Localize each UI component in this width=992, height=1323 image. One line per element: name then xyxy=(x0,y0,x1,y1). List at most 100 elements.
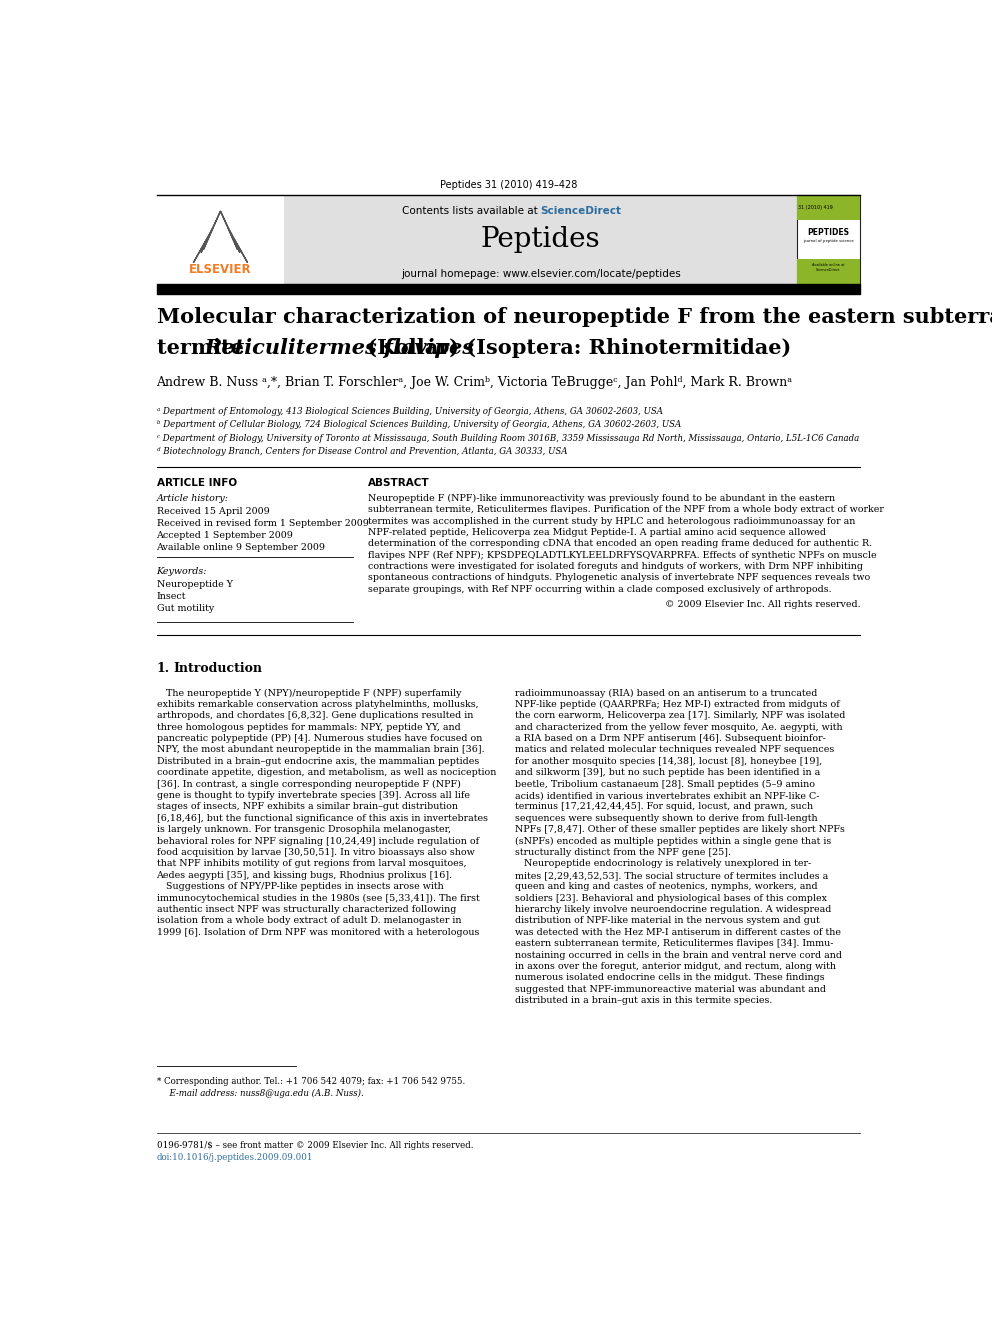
Text: contractions were investigated for isolated foreguts and hindguts of workers, wi: contractions were investigated for isola… xyxy=(368,562,863,572)
Text: and silkworm [39], but no such peptide has been identified in a: and silkworm [39], but no such peptide h… xyxy=(515,769,819,778)
Text: is largely unknown. For transgenic Drosophila melanogaster,: is largely unknown. For transgenic Droso… xyxy=(157,826,450,835)
Text: termite: termite xyxy=(157,339,251,359)
Text: Received 15 April 2009: Received 15 April 2009 xyxy=(157,507,269,516)
Text: separate groupings, with Ref NPF occurring within a clade composed exclusively o: separate groupings, with Ref NPF occurri… xyxy=(368,585,831,594)
Text: doi:10.1016/j.peptides.2009.09.001: doi:10.1016/j.peptides.2009.09.001 xyxy=(157,1152,313,1162)
Text: termites was accomplished in the current study by HPLC and heterologous radioimm: termites was accomplished in the current… xyxy=(368,516,855,525)
Text: Accepted 1 September 2009: Accepted 1 September 2009 xyxy=(157,531,294,540)
Text: Aedes aegypti [35], and kissing bugs, Rhodnius prolixus [16].: Aedes aegypti [35], and kissing bugs, Rh… xyxy=(157,871,452,880)
Bar xyxy=(285,194,797,283)
Text: soldiers [23]. Behavioral and physiological bases of this complex: soldiers [23]. Behavioral and physiologi… xyxy=(515,893,826,902)
Text: Received in revised form 1 September 2009: Received in revised form 1 September 200… xyxy=(157,519,368,528)
Text: Available online 9 September 2009: Available online 9 September 2009 xyxy=(157,542,325,552)
Text: NPY, the most abundant neuropeptide in the mammalian brain [36].: NPY, the most abundant neuropeptide in t… xyxy=(157,745,484,754)
Text: Reticulitermes flavipes: Reticulitermes flavipes xyxy=(204,339,474,359)
Text: [36]. In contrast, a single corresponding neuropeptide F (NPF): [36]. In contrast, a single correspondin… xyxy=(157,779,460,789)
Text: and characterized from the yellow fever mosquito, Ae. aegypti, with: and characterized from the yellow fever … xyxy=(515,722,842,732)
Text: 1.: 1. xyxy=(157,662,170,675)
Text: Neuropeptide F (NPF)-like immunoreactivity was previously found to be abundant i: Neuropeptide F (NPF)-like immunoreactivi… xyxy=(368,493,835,503)
Text: Neuropeptide endocrinology is relatively unexplored in ter-: Neuropeptide endocrinology is relatively… xyxy=(515,860,810,868)
Text: ABSTRACT: ABSTRACT xyxy=(368,479,430,488)
Text: queen and king and castes of neotenics, nymphs, workers, and: queen and king and castes of neotenics, … xyxy=(515,882,817,892)
Text: The neuropeptide Y (NPY)/neuropeptide F (NPF) superfamily: The neuropeptide Y (NPY)/neuropeptide F … xyxy=(157,688,461,697)
Text: 1999 [6]. Isolation of Drm NPF was monitored with a heterologous: 1999 [6]. Isolation of Drm NPF was monit… xyxy=(157,927,479,937)
Text: beetle, Tribolium castanaeum [28]. Small peptides (5–9 amino: beetle, Tribolium castanaeum [28]. Small… xyxy=(515,779,814,789)
Text: (sNPFs) encoded as multiple peptides within a single gene that is: (sNPFs) encoded as multiple peptides wit… xyxy=(515,836,831,845)
Text: a RIA based on a Drm NPF antiserum [46]. Subsequent bioinfor-: a RIA based on a Drm NPF antiserum [46].… xyxy=(515,734,825,744)
Text: for another mosquito species [14,38], locust [8], honeybee [19],: for another mosquito species [14,38], lo… xyxy=(515,757,821,766)
Bar xyxy=(797,194,860,220)
Text: ARTICLE INFO: ARTICLE INFO xyxy=(157,479,237,488)
Text: acids) identified in various invertebrates exhibit an NPF-like C-: acids) identified in various invertebrat… xyxy=(515,791,819,800)
Text: immunocytochemical studies in the 1980s (see [5,33,41]). The first: immunocytochemical studies in the 1980s … xyxy=(157,893,479,902)
Text: sequences were subsequently shown to derive from full-length: sequences were subsequently shown to der… xyxy=(515,814,817,823)
Text: coordinate appetite, digestion, and metabolism, as well as nociception: coordinate appetite, digestion, and meta… xyxy=(157,769,496,778)
Text: subterranean termite, Reticulitermes flavipes. Purification of the NPF from a wh: subterranean termite, Reticulitermes fla… xyxy=(368,505,884,515)
Text: pancreatic polypeptide (PP) [4]. Numerous studies have focused on: pancreatic polypeptide (PP) [4]. Numerou… xyxy=(157,734,482,744)
Text: [6,18,46], but the functional significance of this axis in invertebrates: [6,18,46], but the functional significan… xyxy=(157,814,487,823)
Text: ScienceDirect: ScienceDirect xyxy=(541,206,622,216)
Text: journal of peptide science: journal of peptide science xyxy=(804,239,854,243)
Text: exhibits remarkable conservation across platyhelminths, mollusks,: exhibits remarkable conservation across … xyxy=(157,700,478,709)
Text: Insect: Insect xyxy=(157,591,186,601)
Text: PEPTIDES: PEPTIDES xyxy=(807,228,849,237)
Text: radioimmunoassay (RIA) based on an antiserum to a truncated: radioimmunoassay (RIA) based on an antis… xyxy=(515,688,817,697)
Text: Introduction: Introduction xyxy=(174,662,263,675)
Text: was detected with the Hez MP-I antiserum in different castes of the: was detected with the Hez MP-I antiserum… xyxy=(515,927,840,937)
Text: distribution of NPF-like material in the nervous system and gut: distribution of NPF-like material in the… xyxy=(515,917,819,926)
Text: Andrew B. Nuss ᵃ,*, Brian T. Forschlerᵃ, Joe W. Crimᵇ, Victoria TeBruggeᶜ, Jan P: Andrew B. Nuss ᵃ,*, Brian T. Forschlerᵃ,… xyxy=(157,376,793,389)
Polygon shape xyxy=(193,212,248,263)
Text: terminus [17,21,42,44,45]. For squid, locust, and prawn, such: terminus [17,21,42,44,45]. For squid, lo… xyxy=(515,803,812,811)
Text: Peptides: Peptides xyxy=(481,226,600,253)
Text: suggested that NPF-immunoreactive material was abundant and: suggested that NPF-immunoreactive materi… xyxy=(515,984,825,994)
Text: in axons over the foregut, anterior midgut, and rectum, along with: in axons over the foregut, anterior midg… xyxy=(515,962,835,971)
Text: ELSEVIER: ELSEVIER xyxy=(189,263,252,275)
Text: determination of the corresponding cDNA that encoded an open reading frame deduc: determination of the corresponding cDNA … xyxy=(368,540,872,548)
Text: ᶜ Department of Biology, University of Toronto at Mississauga, South Building Ro: ᶜ Department of Biology, University of T… xyxy=(157,434,859,443)
Text: E-mail address: nuss8@uga.edu (A.B. Nuss).: E-mail address: nuss8@uga.edu (A.B. Nuss… xyxy=(165,1089,364,1098)
Text: matics and related molecular techniques revealed NPF sequences: matics and related molecular techniques … xyxy=(515,745,834,754)
Text: Contents lists available at: Contents lists available at xyxy=(402,206,541,216)
Text: ᵈ Biotechnology Branch, Centers for Disease Control and Prevention, Atlanta, GA : ᵈ Biotechnology Branch, Centers for Dise… xyxy=(157,447,567,456)
Text: authentic insect NPF was structurally characterized following: authentic insect NPF was structurally ch… xyxy=(157,905,456,914)
Text: 0196-9781/$ – see front matter © 2009 Elsevier Inc. All rights reserved.: 0196-9781/$ – see front matter © 2009 El… xyxy=(157,1140,473,1150)
Text: ᵇ Department of Cellular Biology, 724 Biological Sciences Building, University o: ᵇ Department of Cellular Biology, 724 Bi… xyxy=(157,421,681,429)
Text: Article history:: Article history: xyxy=(157,493,228,503)
Text: gene is thought to typify invertebrate species [39]. Across all life: gene is thought to typify invertebrate s… xyxy=(157,791,469,800)
Text: © 2009 Elsevier Inc. All rights reserved.: © 2009 Elsevier Inc. All rights reserved… xyxy=(665,599,860,609)
Text: Gut motility: Gut motility xyxy=(157,603,214,613)
Text: mites [2,29,43,52,53]. The social structure of termites includes a: mites [2,29,43,52,53]. The social struct… xyxy=(515,871,828,880)
Text: behavioral roles for NPF signaling [10,24,49] include regulation of: behavioral roles for NPF signaling [10,2… xyxy=(157,836,479,845)
Text: the corn earworm, Helicoverpa zea [17]. Similarly, NPF was isolated: the corn earworm, Helicoverpa zea [17]. … xyxy=(515,712,845,720)
Text: isolation from a whole body extract of adult D. melanogaster in: isolation from a whole body extract of a… xyxy=(157,917,461,926)
Text: three homologous peptides for mammals: NPY, peptide YY, and: three homologous peptides for mammals: N… xyxy=(157,722,460,732)
Text: numerous isolated endocrine cells in the midgut. These findings: numerous isolated endocrine cells in the… xyxy=(515,974,824,983)
Text: arthropods, and chordates [6,8,32]. Gene duplications resulted in: arthropods, and chordates [6,8,32]. Gene… xyxy=(157,712,473,720)
Text: hierarchy likely involve neuroendocrine regulation. A widespread: hierarchy likely involve neuroendocrine … xyxy=(515,905,831,914)
Text: NPF-related peptide, Helicoverpa zea Midgut Peptide-I. A partial amino acid sequ: NPF-related peptide, Helicoverpa zea Mid… xyxy=(368,528,826,537)
Text: eastern subterranean termite, Reticulitermes flavipes [34]. Immu-: eastern subterranean termite, Reticulite… xyxy=(515,939,833,949)
Text: * Corresponding author. Tel.: +1 706 542 4079; fax: +1 706 542 9755.: * Corresponding author. Tel.: +1 706 542… xyxy=(157,1077,465,1086)
Bar xyxy=(797,194,860,283)
Text: (Kollar) (Isoptera: Rhinotermitidae): (Kollar) (Isoptera: Rhinotermitidae) xyxy=(359,339,791,359)
Text: distributed in a brain–gut axis in this termite species.: distributed in a brain–gut axis in this … xyxy=(515,996,772,1005)
Text: NPF-like peptide (QAARPRFa; Hez MP-I) extracted from midguts of: NPF-like peptide (QAARPRFa; Hez MP-I) ex… xyxy=(515,700,839,709)
Text: Neuropeptide Y: Neuropeptide Y xyxy=(157,579,232,589)
Text: stages of insects, NPF exhibits a similar brain–gut distribution: stages of insects, NPF exhibits a simila… xyxy=(157,803,457,811)
Bar xyxy=(157,194,285,283)
Text: Available online at
ScienceDirect: Available online at ScienceDirect xyxy=(812,263,845,271)
Text: NPFs [7,8,47]. Other of these smaller peptides are likely short NPFs: NPFs [7,8,47]. Other of these smaller pe… xyxy=(515,826,844,835)
Text: nostaining occurred in cells in the brain and ventral nerve cord and: nostaining occurred in cells in the brai… xyxy=(515,951,841,959)
Text: Keywords:: Keywords: xyxy=(157,566,207,576)
Text: Suggestions of NPY/PP-like peptides in insects arose with: Suggestions of NPY/PP-like peptides in i… xyxy=(157,882,443,892)
Text: Peptides 31 (2010) 419–428: Peptides 31 (2010) 419–428 xyxy=(439,180,577,191)
Text: flavipes NPF (Ref NPF); KPSDPEQLADTLKYLEELDRFYSQVARPRFA. Effects of synthetic NP: flavipes NPF (Ref NPF); KPSDPEQLADTLKYLE… xyxy=(368,550,877,560)
Text: Distributed in a brain–gut endocrine axis, the mammalian peptides: Distributed in a brain–gut endocrine axi… xyxy=(157,757,479,766)
Text: structurally distinct from the NPF gene [25].: structurally distinct from the NPF gene … xyxy=(515,848,730,857)
Text: Molecular characterization of neuropeptide F from the eastern subterranean: Molecular characterization of neuropepti… xyxy=(157,307,992,327)
Text: journal homepage: www.elsevier.com/locate/peptides: journal homepage: www.elsevier.com/locat… xyxy=(401,270,681,279)
Text: 31 (2010) 419: 31 (2010) 419 xyxy=(799,205,833,210)
Text: ᵃ Department of Entomology, 413 Biological Sciences Building, University of Geor: ᵃ Department of Entomology, 413 Biologic… xyxy=(157,406,663,415)
Text: spontaneous contractions of hindguts. Phylogenetic analysis of invertebrate NPF : spontaneous contractions of hindguts. Ph… xyxy=(368,573,870,582)
Text: that NPF inhibits motility of gut regions from larval mosquitoes,: that NPF inhibits motility of gut region… xyxy=(157,860,466,868)
